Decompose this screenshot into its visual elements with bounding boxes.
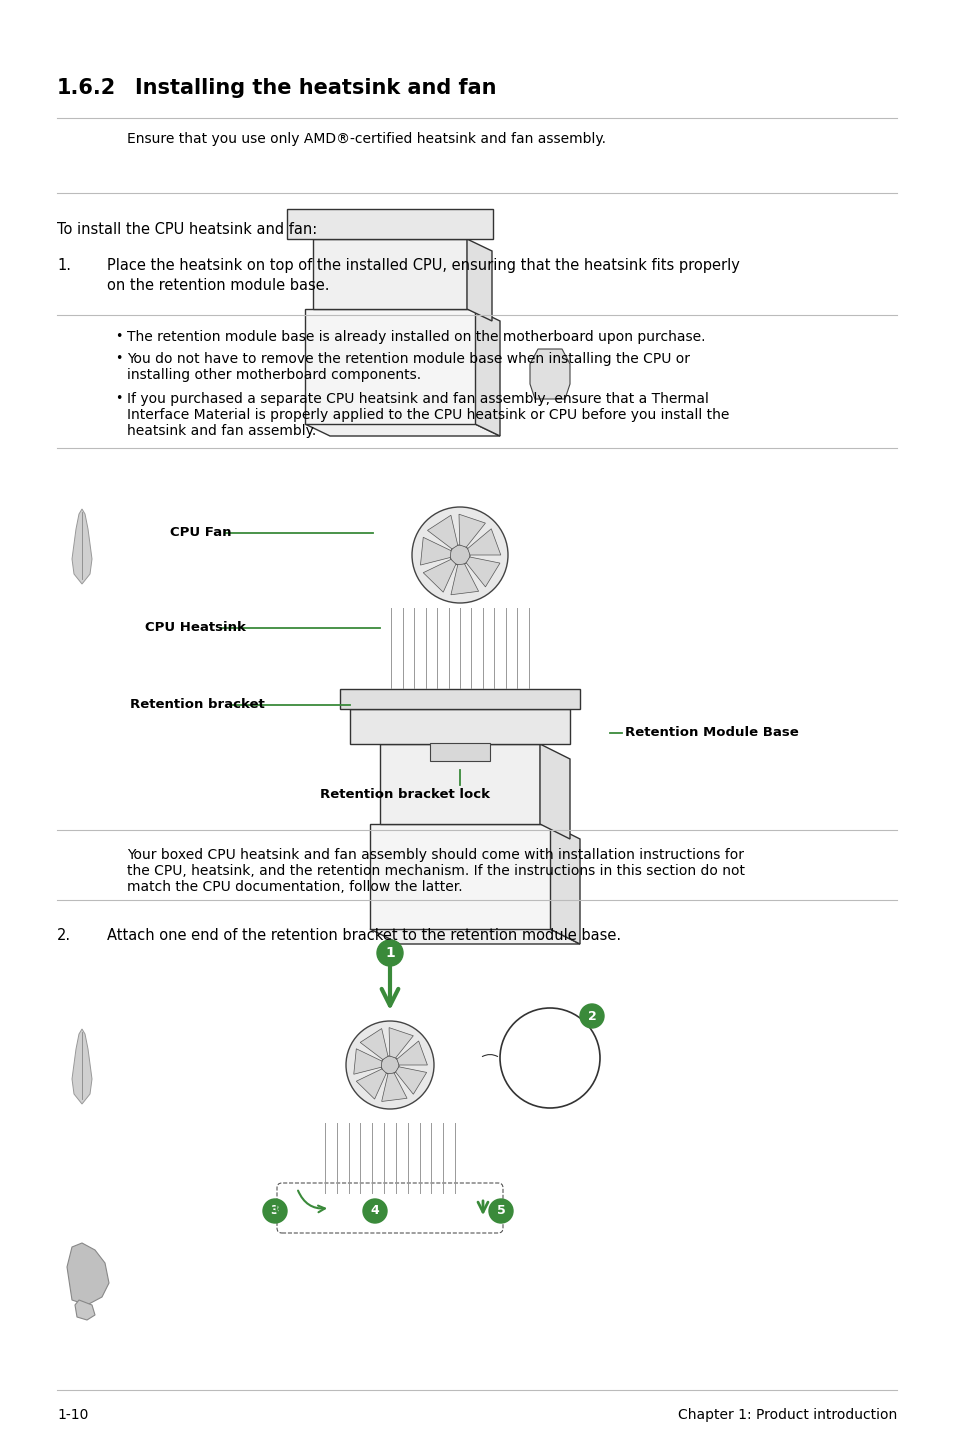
Text: Retention Module Base: Retention Module Base — [624, 726, 798, 739]
Text: Your boxed CPU heatsink and fan assembly should come with installation instructi: Your boxed CPU heatsink and fan assembly… — [127, 848, 743, 862]
Text: You do not have to remove the retention module base when installing the CPU or: You do not have to remove the retention … — [127, 352, 689, 367]
Polygon shape — [466, 557, 499, 587]
Polygon shape — [451, 564, 478, 594]
Text: •: • — [115, 329, 122, 344]
Circle shape — [579, 1004, 603, 1028]
Circle shape — [380, 1055, 398, 1074]
Polygon shape — [381, 1073, 407, 1101]
Text: the CPU, heatsink, and the retention mechanism. If the instructions in this sect: the CPU, heatsink, and the retention mec… — [127, 863, 744, 878]
Text: Retention bracket lock: Retention bracket lock — [319, 788, 490, 800]
Text: CPU Fan: CPU Fan — [170, 527, 232, 540]
Polygon shape — [305, 309, 475, 424]
Text: 2: 2 — [587, 1010, 596, 1022]
Polygon shape — [67, 1243, 109, 1305]
Polygon shape — [370, 823, 550, 929]
Polygon shape — [389, 1028, 413, 1058]
Circle shape — [412, 507, 507, 603]
Text: Ensure that you use only AMD®-certified heatsink and fan assembly.: Ensure that you use only AMD®-certified … — [127, 132, 605, 146]
FancyBboxPatch shape — [430, 743, 490, 760]
Text: 4: 4 — [370, 1204, 379, 1217]
Text: heatsink and fan assembly.: heatsink and fan assembly. — [127, 424, 315, 438]
Text: 3: 3 — [271, 1204, 279, 1217]
Circle shape — [489, 1199, 513, 1223]
Polygon shape — [530, 349, 569, 400]
Text: Place the heatsink on top of the installed CPU, ensuring that the heatsink fits : Place the heatsink on top of the install… — [107, 258, 740, 274]
Polygon shape — [458, 514, 485, 547]
Text: Interface Material is properly applied to the CPU heatsink or CPU before you ins: Interface Material is properly applied t… — [127, 408, 729, 422]
Circle shape — [376, 939, 402, 967]
Text: 1.6.2: 1.6.2 — [57, 77, 116, 97]
Polygon shape — [355, 1068, 386, 1100]
Text: •: • — [115, 392, 122, 405]
Polygon shape — [423, 560, 456, 593]
Polygon shape — [75, 1300, 95, 1320]
Text: installing other motherboard components.: installing other motherboard components. — [127, 368, 420, 382]
Polygon shape — [396, 1041, 427, 1065]
Polygon shape — [475, 309, 499, 435]
Polygon shape — [350, 709, 569, 745]
Polygon shape — [550, 823, 579, 944]
Text: 2.: 2. — [57, 928, 71, 944]
Text: on the retention module base.: on the retention module base. — [107, 278, 329, 294]
Polygon shape — [420, 537, 451, 566]
Circle shape — [363, 1199, 387, 1223]
Polygon shape — [71, 508, 91, 584]
Text: To install the CPU heatsink and fan:: To install the CPU heatsink and fan: — [57, 222, 317, 238]
Polygon shape — [313, 239, 467, 309]
Polygon shape — [379, 745, 539, 823]
Text: 1-10: 1-10 — [57, 1408, 89, 1422]
Polygon shape — [467, 528, 500, 556]
Text: 1.: 1. — [57, 258, 71, 274]
Polygon shape — [339, 689, 579, 709]
Text: The retention module base is already installed on the motherboard upon purchase.: The retention module base is already ins… — [127, 329, 705, 344]
Text: match the CPU documentation, follow the latter.: match the CPU documentation, follow the … — [127, 881, 462, 894]
Text: If you purchased a separate CPU heatsink and fan assembly, ensure that a Thermal: If you purchased a separate CPU heatsink… — [127, 392, 708, 407]
Polygon shape — [287, 209, 493, 239]
Circle shape — [263, 1199, 287, 1223]
Text: Attach one end of the retention bracket to the retention module base.: Attach one end of the retention bracket … — [107, 928, 620, 944]
Text: Installing the heatsink and fan: Installing the heatsink and fan — [135, 77, 496, 97]
Polygon shape — [395, 1067, 426, 1094]
Text: 5: 5 — [497, 1204, 505, 1217]
Text: Chapter 1: Product introduction: Chapter 1: Product introduction — [677, 1408, 896, 1422]
Circle shape — [499, 1008, 599, 1108]
Polygon shape — [467, 239, 492, 321]
Polygon shape — [360, 1028, 388, 1060]
Text: CPU Heatsink: CPU Heatsink — [145, 621, 246, 634]
Polygon shape — [71, 1030, 91, 1104]
Polygon shape — [305, 424, 499, 435]
Text: Retention bracket: Retention bracket — [130, 699, 265, 712]
Polygon shape — [427, 516, 457, 548]
Text: •: • — [115, 352, 122, 365]
Polygon shape — [354, 1048, 381, 1074]
Circle shape — [346, 1021, 434, 1108]
Text: 1: 1 — [385, 947, 395, 959]
Polygon shape — [539, 745, 569, 839]
Polygon shape — [370, 929, 579, 944]
Circle shape — [450, 546, 470, 566]
